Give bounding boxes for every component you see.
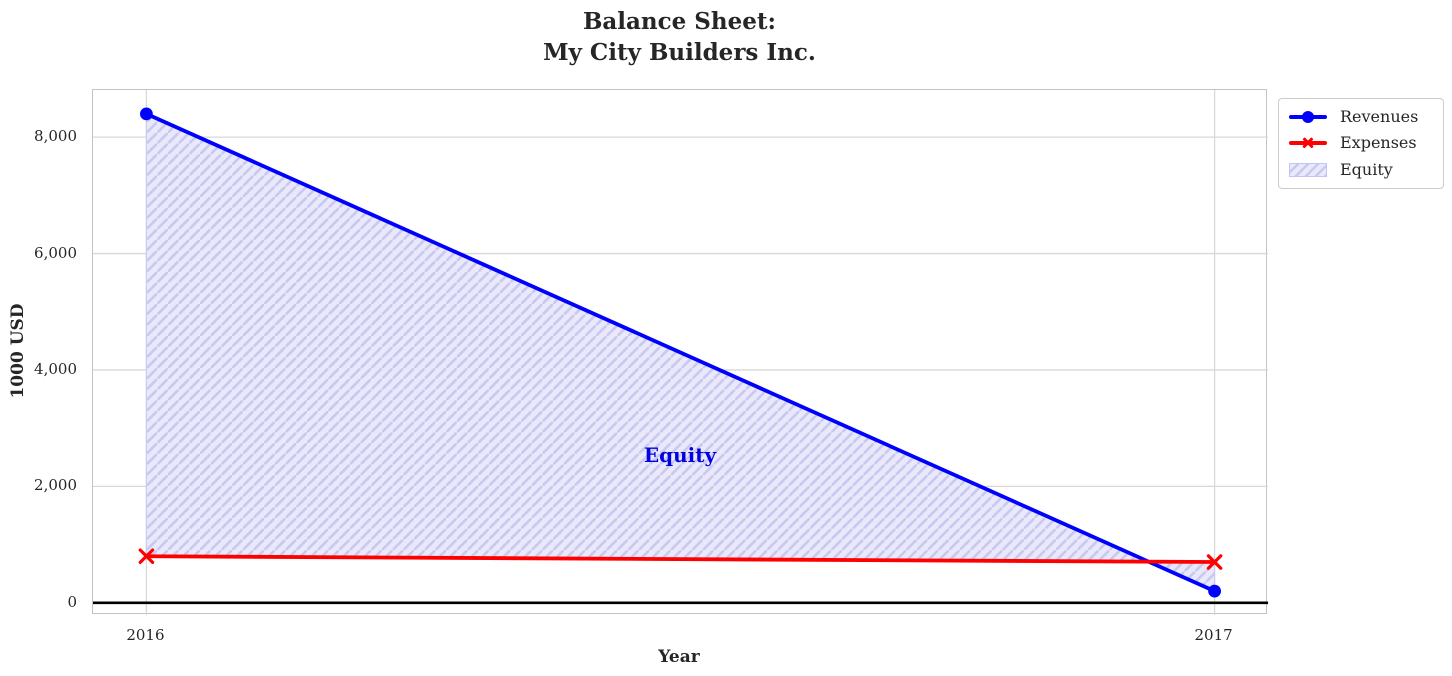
expenses-line-swatch-icon (1289, 134, 1327, 152)
legend-item-expenses: Expenses (1289, 130, 1433, 156)
chart-title: Balance Sheet: My City Builders Inc. (92, 6, 1267, 68)
legend-label-expenses: Expenses (1340, 133, 1417, 153)
expenses-line (144, 554, 1217, 564)
plot-area (92, 89, 1268, 615)
legend-label-revenues: Revenues (1340, 107, 1419, 127)
chart-title-line1: Balance Sheet: (582, 8, 777, 35)
y-tick-label: 2,000 (34, 476, 77, 495)
chart-canvas (93, 90, 1268, 615)
x-tick-label: 2017 (1194, 626, 1233, 644)
y-tick-label: 4,000 (34, 359, 77, 378)
equity-annotation: Equity (643, 443, 717, 467)
expenses-marker (1206, 554, 1223, 570)
legend-item-equity: Equity (1289, 157, 1433, 183)
x-axis-label: Year (658, 647, 700, 667)
expenses-marker (138, 548, 155, 565)
revenues-marker (1208, 584, 1221, 598)
legend-label-equity: Equity (1340, 159, 1393, 179)
revenues-marker (140, 107, 153, 121)
chart-title-line2: My City Builders Inc. (543, 39, 816, 66)
legend-item-revenues: Revenues (1289, 104, 1433, 130)
y-tick-label: 8,000 (34, 127, 77, 146)
equity-hatch-swatch-icon (1289, 161, 1327, 179)
y-axis-label: 1000 USD (8, 303, 28, 399)
y-tick-label: 0 (67, 592, 77, 611)
revenues-line-swatch-icon (1289, 108, 1327, 126)
revenues-line (144, 111, 1217, 594)
x-tick-label: 2016 (126, 626, 165, 644)
legend: Revenues Expenses Equity (1278, 98, 1444, 189)
y-tick-label: 6,000 (34, 243, 77, 262)
